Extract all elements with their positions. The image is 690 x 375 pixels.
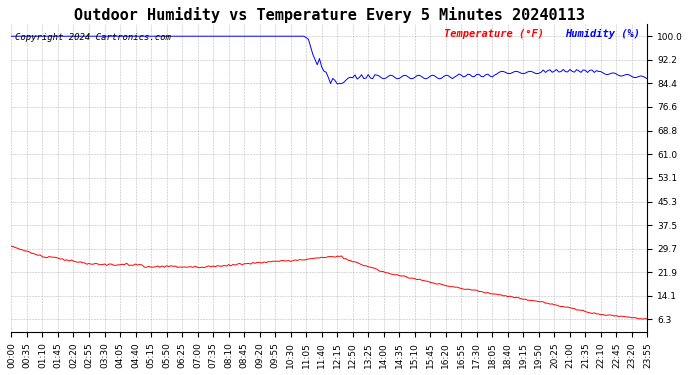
Title: Outdoor Humidity vs Temperature Every 5 Minutes 20240113: Outdoor Humidity vs Temperature Every 5 …	[74, 7, 585, 23]
Text: Copyright 2024 Cartronics.com: Copyright 2024 Cartronics.com	[14, 33, 170, 42]
Text: Temperature (°F): Temperature (°F)	[444, 29, 544, 39]
Text: Humidity (%): Humidity (%)	[565, 29, 640, 39]
